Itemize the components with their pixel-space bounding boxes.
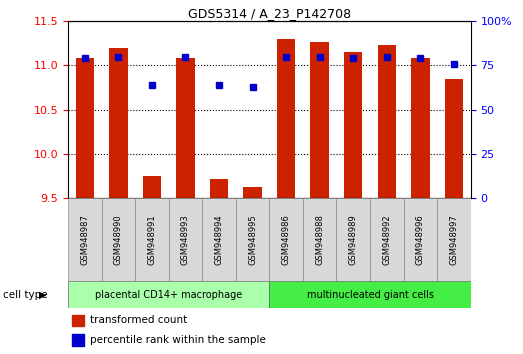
Text: GSM948986: GSM948986	[281, 215, 291, 265]
Bar	[210, 179, 228, 198]
Bar	[135, 198, 168, 281]
Bar	[269, 281, 471, 308]
Bar	[68, 281, 269, 308]
Bar	[411, 58, 429, 198]
Bar	[445, 79, 463, 198]
Bar	[68, 198, 101, 281]
Text: GSM948988: GSM948988	[315, 215, 324, 265]
Bar	[303, 198, 336, 281]
Bar	[101, 198, 135, 281]
Text: GSM948993: GSM948993	[181, 215, 190, 265]
Text: GSM948995: GSM948995	[248, 215, 257, 265]
Text: transformed count: transformed count	[90, 315, 187, 325]
Bar	[311, 42, 329, 198]
Bar	[176, 58, 195, 198]
Text: GSM948996: GSM948996	[416, 215, 425, 265]
Text: GSM948992: GSM948992	[382, 215, 391, 265]
Text: GSM948990: GSM948990	[114, 215, 123, 265]
Text: GSM948987: GSM948987	[80, 215, 89, 265]
Bar	[336, 198, 370, 281]
Text: ▶: ▶	[39, 290, 47, 300]
Text: percentile rank within the sample: percentile rank within the sample	[90, 335, 266, 345]
Text: placental CD14+ macrophage: placental CD14+ macrophage	[95, 290, 242, 300]
Bar	[243, 187, 262, 198]
Text: GSM948997: GSM948997	[449, 215, 459, 265]
Bar	[72, 334, 84, 346]
Bar	[236, 198, 269, 281]
Bar	[378, 45, 396, 198]
Bar	[344, 52, 362, 198]
Bar	[277, 39, 295, 198]
Text: GSM948989: GSM948989	[349, 215, 358, 265]
Text: GSM948994: GSM948994	[214, 215, 223, 265]
Bar	[168, 198, 202, 281]
Title: GDS5314 / A_23_P142708: GDS5314 / A_23_P142708	[188, 7, 351, 20]
Bar	[437, 198, 471, 281]
Bar	[269, 198, 303, 281]
Text: GSM948991: GSM948991	[147, 215, 156, 265]
Text: multinucleated giant cells: multinucleated giant cells	[306, 290, 434, 300]
Text: cell type: cell type	[3, 290, 47, 300]
Bar	[143, 176, 161, 198]
Bar	[109, 48, 128, 198]
Bar	[202, 198, 236, 281]
Bar	[404, 198, 437, 281]
Bar	[72, 315, 84, 326]
Bar	[75, 58, 94, 198]
Bar	[370, 198, 404, 281]
